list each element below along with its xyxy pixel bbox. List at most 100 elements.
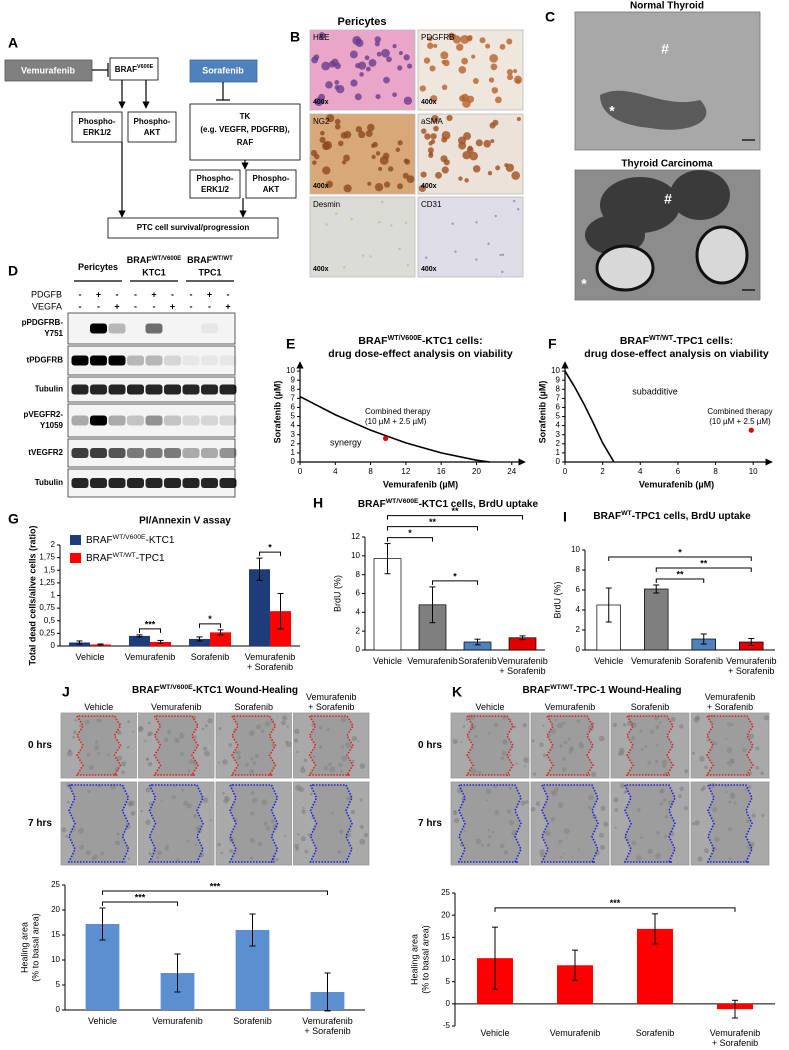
y-tick-label: 0	[446, 999, 451, 1008]
blot-band	[90, 323, 107, 334]
texture	[576, 719, 581, 723]
texture	[264, 721, 271, 727]
texture	[331, 811, 334, 815]
cell	[491, 87, 499, 94]
texture	[186, 840, 189, 843]
y-tick-label: 10	[551, 366, 560, 375]
significance-bracket	[259, 551, 281, 557]
blot-group-label-part: Pericytes	[78, 262, 118, 272]
texture	[338, 829, 344, 835]
texture	[84, 719, 90, 725]
texture	[558, 839, 563, 844]
cell	[374, 41, 380, 47]
row-label: 7 hrs	[28, 818, 52, 829]
texture	[463, 830, 466, 833]
cell	[395, 147, 401, 152]
texture	[655, 852, 661, 859]
blot-band	[108, 448, 126, 458]
treatment-sign: -	[227, 289, 230, 299]
blot-row-label: pPDGFRB-	[22, 318, 64, 327]
column-label: Vemurafenib	[150, 702, 202, 712]
column-label: Vemurafenib + Sorafenib	[305, 692, 357, 712]
node-box	[127, 111, 177, 143]
texture	[179, 731, 183, 735]
texture	[304, 849, 309, 854]
texture	[710, 720, 713, 723]
texture	[523, 765, 526, 768]
x-tick-label: 6	[676, 467, 681, 476]
texture	[96, 718, 99, 722]
texture	[660, 788, 665, 794]
significance-bracket	[655, 567, 752, 572]
column-label: Vehicle	[475, 702, 505, 712]
y-tick-label: 4	[356, 607, 361, 616]
texture	[236, 750, 241, 755]
blot-band	[145, 384, 163, 395]
node-label-part: BRAF	[115, 65, 137, 74]
texture	[540, 853, 545, 858]
significance-label: **	[429, 517, 437, 527]
cell	[392, 92, 397, 98]
node-label: Phospho-	[134, 117, 171, 126]
texture	[557, 722, 563, 729]
texture	[544, 830, 551, 837]
em-structure	[595, 244, 655, 292]
cell	[430, 139, 436, 144]
cell	[490, 138, 495, 144]
texture	[64, 834, 68, 838]
cell	[369, 255, 372, 258]
point	[748, 427, 754, 433]
texture	[636, 807, 641, 812]
chart-title-part: WT/WT	[649, 334, 674, 342]
blot-group-label-part: WT/V600E	[152, 255, 181, 262]
wound-image	[450, 712, 530, 779]
blot-band	[108, 384, 126, 395]
y-tick-label: 7	[291, 393, 296, 402]
wound-image	[215, 712, 292, 779]
cell	[485, 43, 491, 49]
cell	[406, 264, 410, 267]
cell	[311, 56, 319, 64]
texture	[677, 794, 682, 799]
cell	[475, 221, 478, 224]
cell	[319, 98, 325, 104]
blot-band	[182, 384, 200, 395]
cell	[418, 184, 426, 193]
y-tick-label: 1,25	[39, 578, 55, 587]
texture	[145, 787, 151, 793]
texture	[66, 800, 70, 804]
treatment-sign: -	[153, 301, 156, 311]
y-tick-label: 4	[576, 605, 581, 614]
cell	[312, 160, 317, 165]
significance-bracket	[139, 628, 161, 633]
em-structure	[670, 170, 730, 220]
cell	[424, 133, 431, 140]
texture	[250, 757, 254, 761]
texture	[704, 848, 709, 854]
chart-title: BRAFWT/V600E-KTC1 cells, BrdU uptake	[358, 498, 539, 510]
point	[382, 435, 389, 441]
drug-label: Vemurafenib	[21, 65, 76, 75]
texture	[94, 745, 100, 750]
cell	[515, 79, 521, 84]
texture	[340, 770, 343, 773]
significance-label: **	[676, 569, 684, 579]
blot-band	[127, 415, 144, 426]
texture	[509, 718, 512, 721]
texture	[494, 810, 500, 816]
y-tick-label: 10	[51, 955, 60, 964]
texture	[522, 723, 527, 728]
blot-band	[219, 355, 237, 366]
texture	[204, 724, 208, 728]
texture	[662, 798, 667, 803]
texture	[563, 852, 566, 855]
wound-outline	[545, 715, 594, 776]
texture	[661, 763, 667, 768]
y-tick-label: 8	[356, 570, 361, 579]
texture	[251, 797, 258, 804]
texture	[72, 730, 77, 735]
texture	[520, 800, 526, 806]
significance-bracket	[102, 901, 178, 906]
x-tick-label: Vemurafenib + Sorafenib	[709, 1028, 761, 1048]
texture	[502, 739, 507, 743]
